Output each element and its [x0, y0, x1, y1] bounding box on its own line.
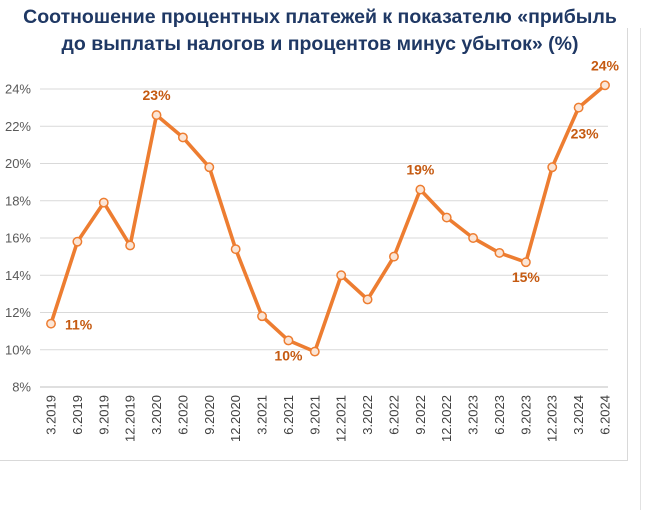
data-point-marker [98, 197, 109, 208]
x-tick-label: 6.2024 [598, 395, 613, 435]
data-point-marker [494, 247, 505, 258]
chart-frame-bottom-edge [0, 460, 628, 461]
x-tick-label: 6.2023 [492, 395, 507, 435]
x-tick-label: 3.2024 [571, 395, 586, 435]
data-point-marker [309, 346, 320, 357]
data-label: 15% [512, 269, 541, 285]
page-side-rule [640, 28, 641, 510]
data-point-marker [573, 102, 584, 113]
x-tick-label: 9.2020 [202, 395, 217, 435]
data-point-marker [336, 270, 347, 281]
y-tick-label: 16% [5, 231, 31, 246]
x-tick-label: 6.2022 [386, 395, 401, 435]
y-tick-label: 12% [5, 305, 31, 320]
chart-frame-right-edge [627, 28, 628, 460]
data-point-marker [204, 162, 215, 173]
data-point-marker [600, 80, 610, 91]
y-tick-label: 14% [5, 268, 31, 283]
x-tick-label: 12.2021 [334, 395, 349, 442]
data-point-marker [257, 311, 267, 322]
y-tick-label: 18% [5, 193, 31, 208]
x-tick-label: 6.2020 [175, 395, 190, 435]
data-label: 23% [143, 87, 172, 103]
y-tick-label: 8% [12, 380, 31, 395]
chart-title-line-1: Соотношение процентных платежей к показа… [23, 6, 617, 28]
data-label: 24% [591, 57, 620, 73]
data-label: 23% [571, 126, 600, 142]
x-tick-label: 12.2019 [123, 395, 138, 442]
x-tick-label: 3.2022 [360, 395, 375, 435]
data-point-marker [177, 132, 188, 143]
x-tick-label: 6.2019 [70, 395, 85, 435]
x-tick-label: 9.2023 [518, 395, 533, 435]
x-tick-label: 3.2020 [149, 395, 164, 435]
y-tick-label: 20% [5, 156, 31, 171]
x-tick-label: 9.2021 [307, 395, 322, 435]
data-label: 11% [65, 317, 93, 333]
chart-title: Соотношение процентных платежей к показа… [20, 4, 620, 58]
data-point-marker [151, 110, 162, 121]
data-point-marker [415, 184, 426, 195]
x-tick-label: 12.2020 [228, 395, 243, 442]
data-point-marker [468, 233, 479, 243]
data-point-marker [547, 162, 558, 173]
data-point-marker [389, 251, 399, 262]
series-line [49, 83, 607, 354]
data-point-marker [283, 335, 294, 346]
chart-title-line-2: до выплаты налогов и процентов минус убы… [61, 33, 579, 55]
x-tick-label: 12.2023 [545, 395, 560, 442]
data-point-marker [125, 240, 136, 251]
y-tick-label: 10% [5, 342, 31, 357]
data-label: 19% [406, 162, 435, 178]
data-point-marker [46, 318, 56, 329]
x-tick-label: 3.2019 [44, 395, 59, 435]
data-point-marker [520, 257, 531, 268]
x-tick-label: 9.2022 [413, 395, 428, 435]
y-tick-label: 22% [5, 119, 31, 134]
y-tick-label: 24% [5, 82, 31, 97]
data-point-marker [441, 212, 452, 223]
x-tick-label: 6.2021 [281, 395, 296, 435]
x-tick-label: 3.2021 [255, 395, 270, 435]
data-point-marker [230, 244, 241, 255]
x-tick-label: 3.2023 [466, 395, 481, 435]
data-point-marker [362, 294, 373, 305]
data-label: 10% [274, 347, 303, 363]
x-tick-label: 9.2019 [96, 395, 111, 435]
x-tick-label: 12.2022 [439, 395, 454, 442]
data-point-marker [72, 236, 83, 247]
